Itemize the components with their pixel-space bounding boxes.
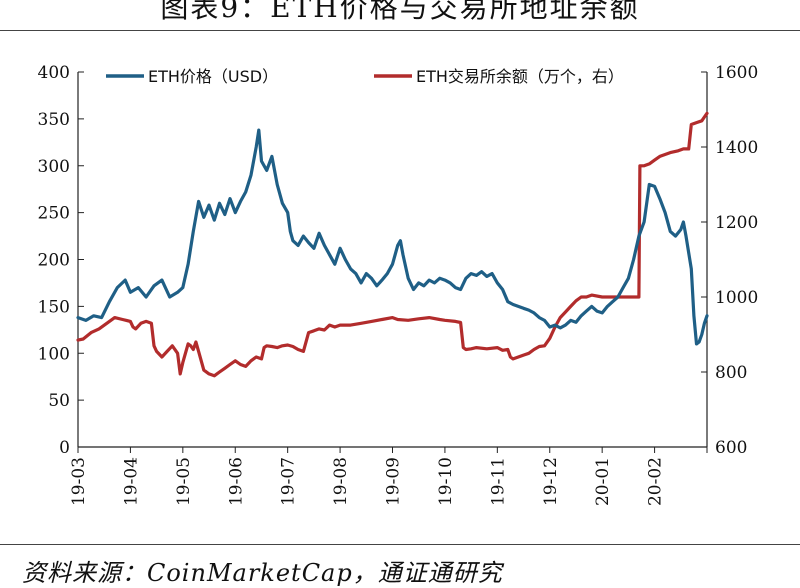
left-tick-label: 50: [48, 391, 70, 411]
legend-item-price-label: ETH价格（USD）: [148, 67, 278, 86]
left-tick-label: 250: [38, 204, 70, 224]
left-tick-label: 350: [38, 110, 70, 130]
x-tick-label: 19-09: [384, 457, 404, 506]
price-series-line: [76, 128, 709, 346]
top-divider: [0, 30, 800, 31]
left-tick-label: 400: [38, 63, 70, 83]
left-tick-label: 300: [38, 157, 70, 177]
right-tick-label: 1600: [715, 63, 758, 83]
left-tick-label: 100: [38, 344, 70, 364]
x-tick-label: 20-02: [646, 457, 666, 506]
x-tick-label: 19-10: [436, 457, 456, 506]
right-tick-label: 1200: [715, 213, 758, 233]
x-tick-label: 19-06: [226, 457, 246, 506]
source-note: 资料来源：CoinMarketCap，通证通研究: [22, 559, 503, 587]
x-tick-label: 19-11: [488, 457, 508, 506]
right-tick-label: 1000: [715, 288, 758, 308]
x-tick-label: 19-12: [541, 457, 561, 506]
chart-canvas: 0 50 100 150 200 250 300 350 400 600 800 1000 1200 1…: [38, 63, 759, 506]
left-tick-label: 200: [38, 251, 70, 271]
left-tick-label: 150: [38, 297, 70, 317]
legend-item-balance-label: ETH交易所余额（万个，右）: [416, 67, 624, 86]
x-tick-label: 19-05: [174, 457, 194, 506]
x-tick-label: 19-04: [121, 457, 141, 506]
right-y-axis: 600 800 1000 1200 1400 1600: [701, 63, 758, 458]
balance-series-line: [76, 111, 709, 378]
series-layer: [76, 111, 709, 378]
x-tick-label: 19-07: [279, 457, 299, 506]
right-tick-label: 1400: [715, 138, 758, 158]
x-tick-label: 19-03: [69, 457, 89, 506]
left-y-axis: 0 50 100 150 200 250 300 350 400: [38, 63, 84, 458]
right-tick-label: 600: [715, 438, 747, 458]
right-tick-label: 800: [715, 363, 747, 383]
bottom-divider: [0, 544, 800, 545]
chart-title: 图表9：ETH价格与交易所地址余额: [160, 0, 640, 24]
x-tick-label: 19-08: [331, 457, 351, 506]
x-tick-label: 20-01: [593, 457, 613, 506]
legend: ETH价格（USD） ETH交易所余额（万个，右）: [106, 67, 624, 86]
x-axis: 19-03 19-04 19-05 19-06 19-07 19-08 19-09 19-10…: [69, 447, 708, 506]
left-tick-label: 0: [59, 438, 70, 458]
